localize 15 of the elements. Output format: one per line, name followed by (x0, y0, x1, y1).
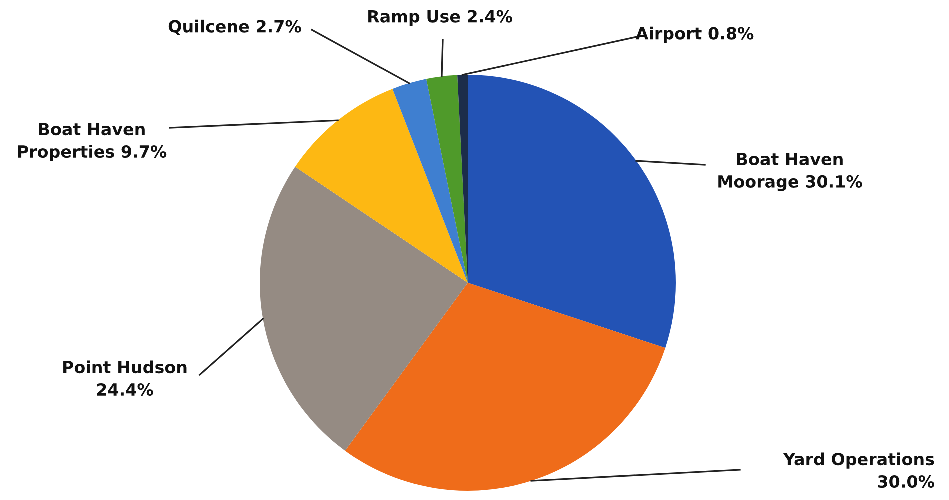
slice-label: Quilcene 2.7% (168, 20, 302, 36)
pie-slice (345, 283, 666, 491)
pie-slice (468, 75, 676, 348)
slice-label: Boat Haven Properties 9.7% (18, 123, 167, 162)
slice-label: Point Hudson (64, 360, 187, 374)
slice-label: Boat Haven Moorage 30.1% (718, 153, 862, 192)
data-label: 24.4% (97, 383, 154, 396)
pie-slice (260, 167, 468, 451)
pie-slice (295, 89, 468, 283)
pie-slice (392, 79, 468, 283)
data-label: 30.0% (878, 475, 934, 488)
slice-label: Airport 0.8% (636, 26, 754, 44)
slice-label: Yard Operations (783, 452, 934, 469)
pie-slice (426, 75, 468, 283)
slice-label: Ramp Use 2.4% (368, 10, 512, 26)
